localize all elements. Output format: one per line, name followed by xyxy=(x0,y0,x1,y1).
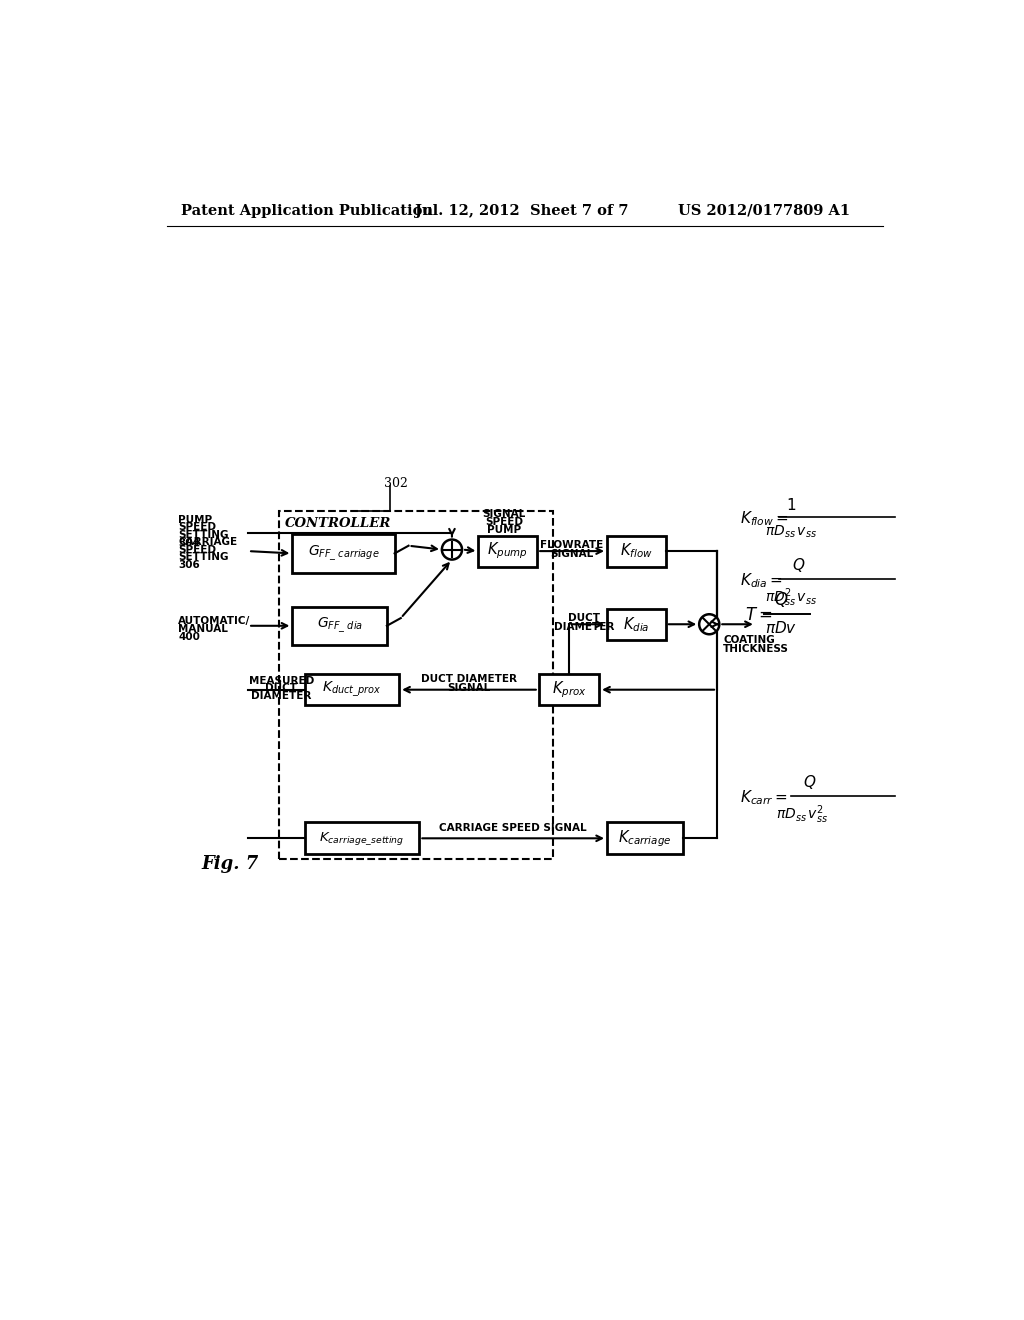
Text: $Q$: $Q$ xyxy=(774,590,788,609)
Text: SPEED: SPEED xyxy=(178,545,216,554)
Bar xyxy=(305,822,420,854)
Text: $\pi D_{ss}\, v_{ss}$: $\pi D_{ss}\, v_{ss}$ xyxy=(765,524,816,540)
Text: AUTOMATIC/: AUTOMATIC/ xyxy=(178,616,251,626)
Text: THICKNESS: THICKNESS xyxy=(723,644,790,653)
Text: $\pi D_{ss}^2\, v_{ss}$: $\pi D_{ss}^2\, v_{ss}$ xyxy=(765,586,817,609)
Text: Fig. 7: Fig. 7 xyxy=(202,855,259,873)
Text: DIAMETER: DIAMETER xyxy=(554,623,613,632)
Text: SIGNAL: SIGNAL xyxy=(551,549,594,560)
Text: $G_{FF\_\ dia}$: $G_{FF\_\ dia}$ xyxy=(316,616,362,635)
Bar xyxy=(305,675,399,705)
Text: CONTROLLER: CONTROLLER xyxy=(286,517,392,529)
Bar xyxy=(280,511,553,859)
Text: CARRIAGE: CARRIAGE xyxy=(178,537,238,546)
Text: $K_{flow}$: $K_{flow}$ xyxy=(621,541,652,561)
Text: +: + xyxy=(452,539,461,548)
Text: Patent Application Publication: Patent Application Publication xyxy=(180,203,433,218)
Text: MANUAL: MANUAL xyxy=(178,624,228,634)
Text: $\pi D_{ss}\, v_{ss}^2$: $\pi D_{ss}\, v_{ss}^2$ xyxy=(776,804,828,826)
Text: SIGNAL: SIGNAL xyxy=(447,684,490,693)
Text: +: + xyxy=(441,540,451,550)
Text: Jul. 12, 2012  Sheet 7 of 7: Jul. 12, 2012 Sheet 7 of 7 xyxy=(415,203,629,218)
Text: $K_{prox}$: $K_{prox}$ xyxy=(552,680,587,700)
Text: $K_{duct\_prox}$: $K_{duct\_prox}$ xyxy=(323,680,382,700)
Text: MEASURED: MEASURED xyxy=(249,676,314,685)
Text: SETTING: SETTING xyxy=(178,552,229,562)
Text: $K_{pump}$: $K_{pump}$ xyxy=(487,541,528,561)
Bar xyxy=(539,675,599,705)
Text: DUCT: DUCT xyxy=(567,614,600,623)
Bar xyxy=(607,609,666,640)
Text: $K_{dia}$: $K_{dia}$ xyxy=(624,615,649,634)
Text: $1$: $1$ xyxy=(785,496,796,512)
Text: 302: 302 xyxy=(384,477,408,490)
Text: $K_{carr}=$: $K_{carr}=$ xyxy=(740,788,788,807)
Text: $K_{carriage}$: $K_{carriage}$ xyxy=(618,828,672,849)
Text: $K_{carriage\_setting}$: $K_{carriage\_setting}$ xyxy=(319,830,404,847)
Text: PUMP: PUMP xyxy=(178,515,213,524)
Circle shape xyxy=(442,540,462,560)
Text: $\pi Dv$: $\pi Dv$ xyxy=(765,620,798,636)
Bar xyxy=(607,536,666,566)
Text: SPEED: SPEED xyxy=(485,517,523,527)
Text: DIAMETER: DIAMETER xyxy=(251,690,311,701)
Text: SIGNAL: SIGNAL xyxy=(482,510,525,519)
Text: COATING: COATING xyxy=(723,635,775,644)
Text: $G_{FF\_\ carriage}$: $G_{FF\_\ carriage}$ xyxy=(307,544,379,564)
Bar xyxy=(292,535,394,573)
Text: US 2012/0177809 A1: US 2012/0177809 A1 xyxy=(678,203,850,218)
Text: $Q$: $Q$ xyxy=(793,556,806,574)
Text: 400: 400 xyxy=(178,631,201,642)
Text: DUCT DIAMETER: DUCT DIAMETER xyxy=(421,675,517,684)
Bar xyxy=(607,822,683,854)
Text: SETTING: SETTING xyxy=(178,529,229,540)
Text: $K_{dia}=$: $K_{dia}=$ xyxy=(740,572,783,590)
Text: CARRIAGE SPEED SIGNAL: CARRIAGE SPEED SIGNAL xyxy=(439,822,587,833)
Text: $T=$: $T=$ xyxy=(744,607,772,624)
Text: DUCT: DUCT xyxy=(265,684,297,693)
Text: 306: 306 xyxy=(178,560,200,570)
Text: $K_{flow}=$: $K_{flow}=$ xyxy=(740,510,788,528)
Text: +: + xyxy=(441,549,451,560)
Circle shape xyxy=(699,614,719,635)
Text: FLOWRATE: FLOWRATE xyxy=(541,540,604,550)
Text: $Q$: $Q$ xyxy=(803,774,817,792)
Text: PUMP: PUMP xyxy=(486,524,521,535)
Text: 304: 304 xyxy=(178,537,201,548)
Bar xyxy=(292,607,387,645)
Text: SPEED: SPEED xyxy=(178,523,216,532)
Bar xyxy=(478,536,538,566)
